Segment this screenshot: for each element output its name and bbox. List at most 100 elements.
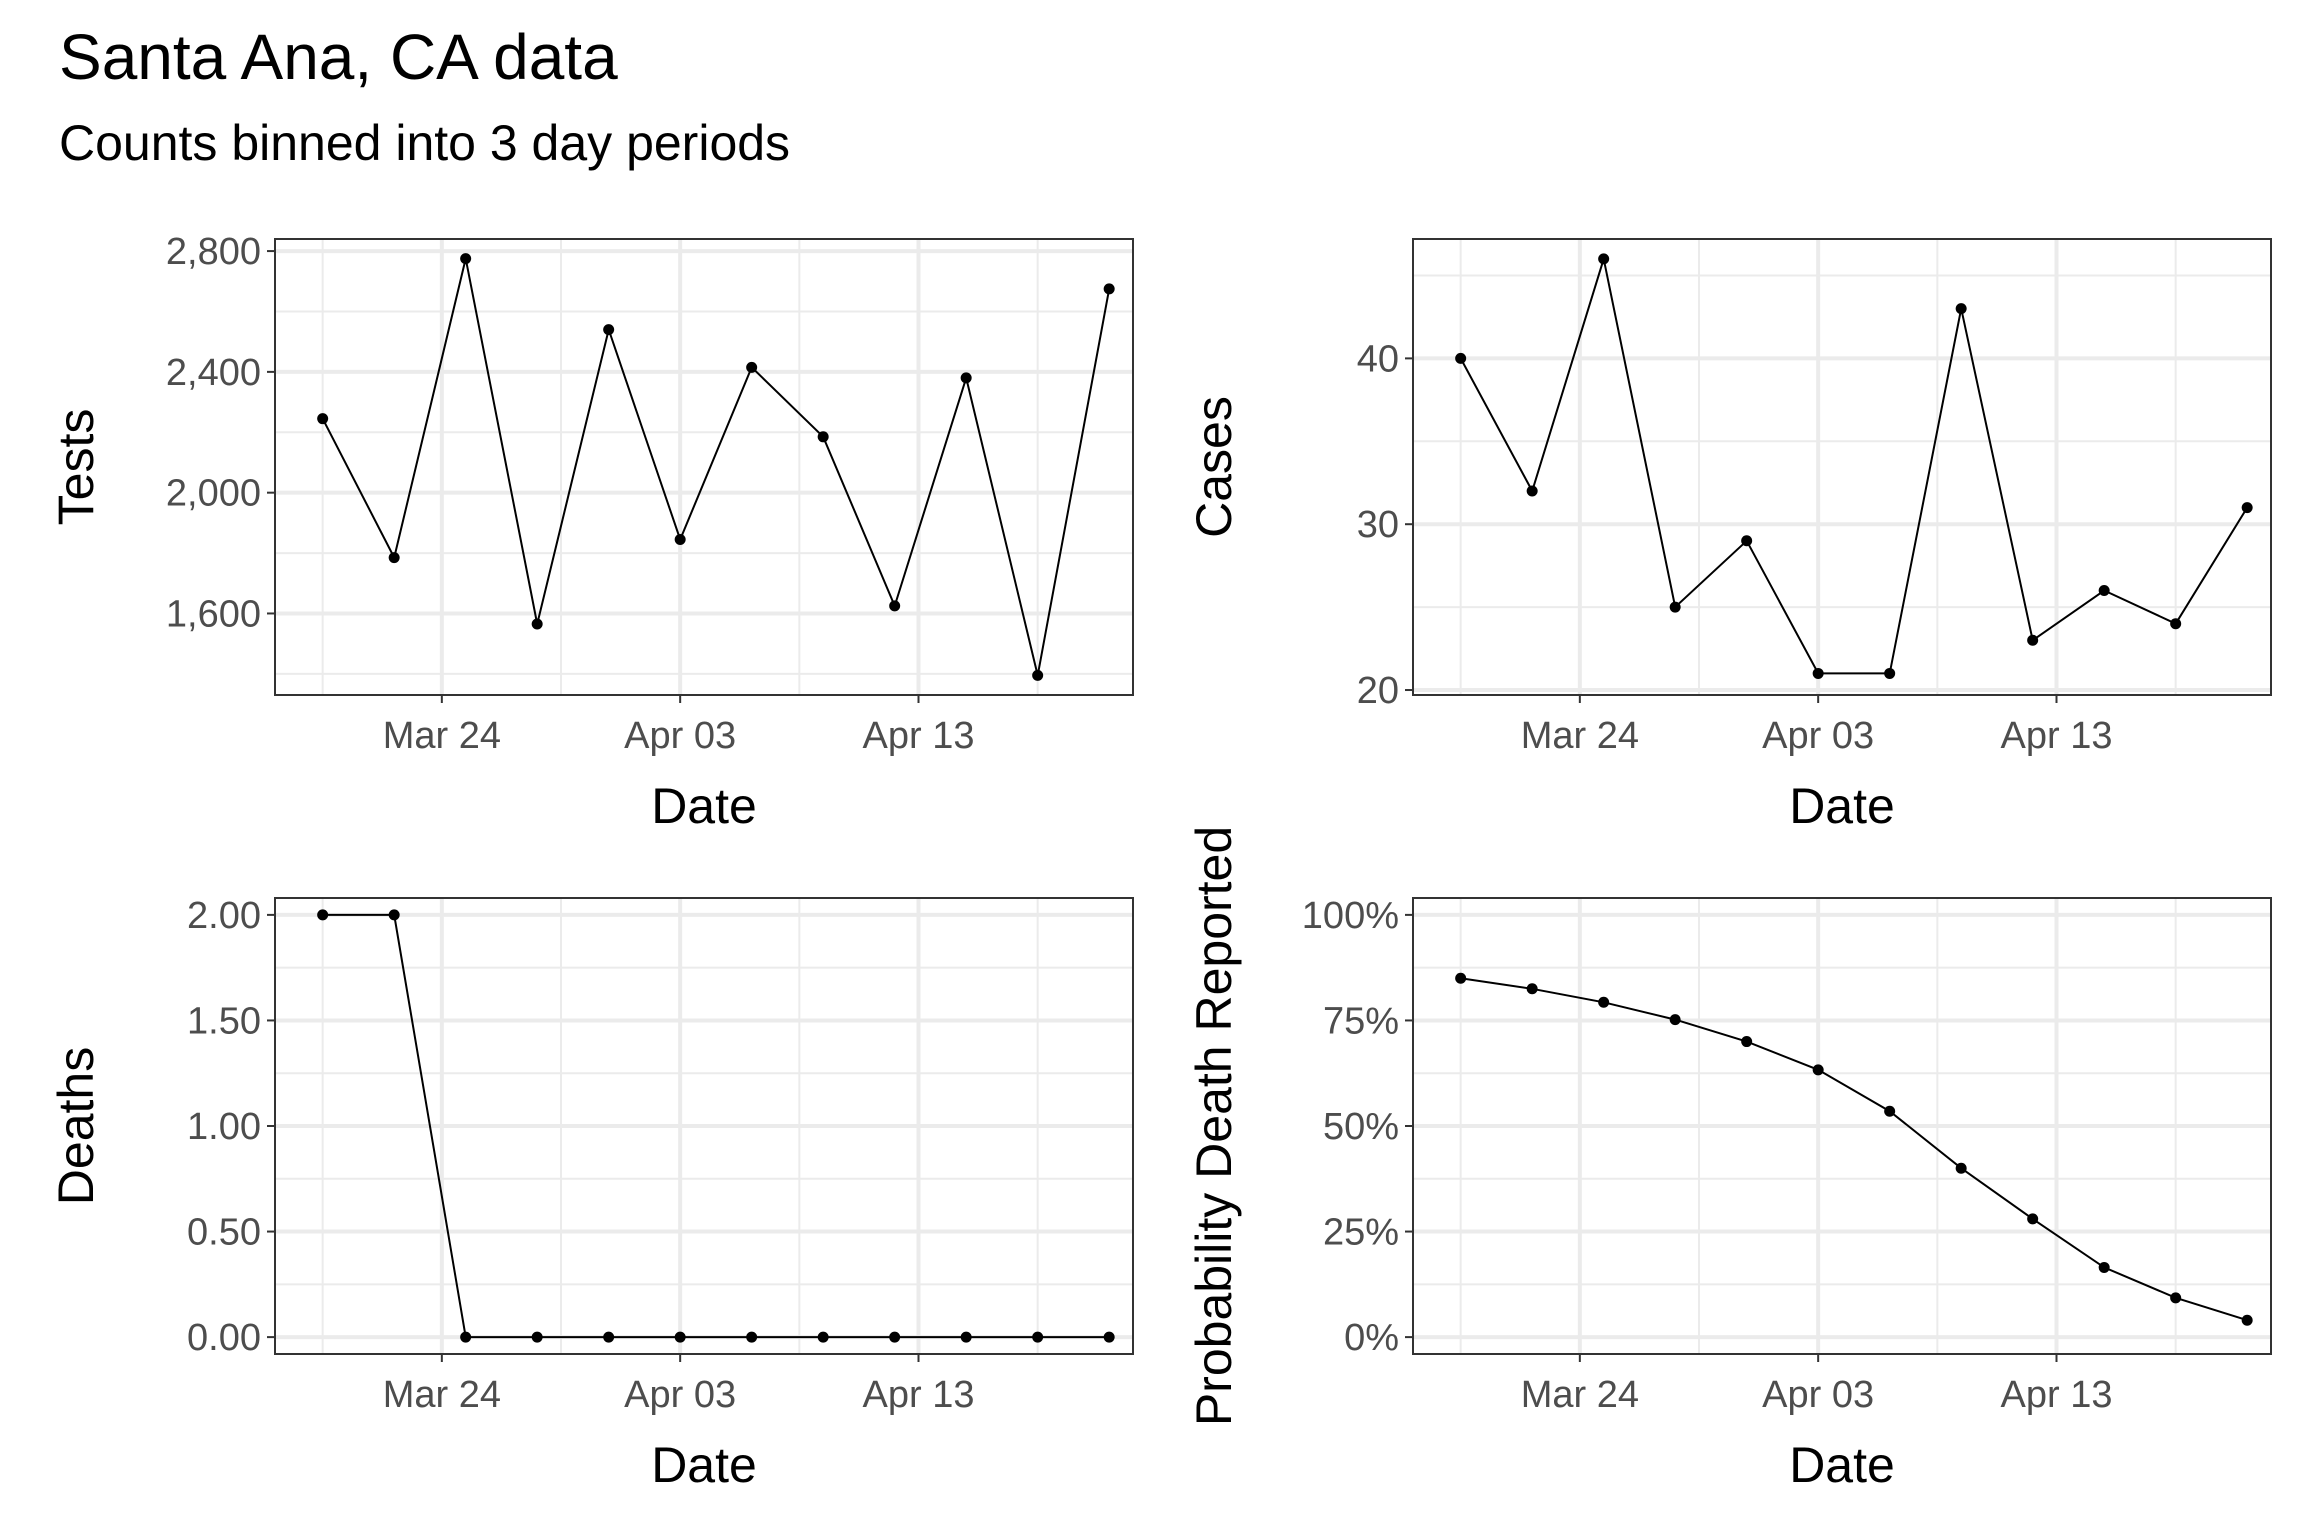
deaths-data-point <box>674 1331 686 1343</box>
probability-data-point <box>1669 1014 1681 1026</box>
tests-x-axis-title: Date <box>651 778 757 834</box>
probability-y-tick-label: 100% <box>1302 895 1399 937</box>
cases-data-point <box>1884 667 1896 679</box>
probability-y-tick-label: 25% <box>1323 1212 1399 1254</box>
cases-data-point <box>1526 485 1538 497</box>
probability-y-tick-label: 75% <box>1323 1000 1399 1042</box>
deaths-data-point <box>460 1331 472 1343</box>
page-title: Santa Ana, CA data <box>59 21 618 93</box>
panel-cases: 20 30 40 Mar 24 Apr 03 Apr 13 Date Cases <box>1186 238 2272 834</box>
cases-x-tick-label: Mar 24 <box>1521 715 1639 757</box>
deaths-y-tick-label: 0.50 <box>187 1212 261 1254</box>
cases-data-point <box>1669 601 1681 613</box>
page-subtitle: Counts binned into 3 day periods <box>59 115 791 171</box>
cases-panel-border <box>1412 238 2272 696</box>
cases-series-line <box>1459 258 2249 675</box>
probability-data-point <box>1598 996 1610 1008</box>
tests-x-tick-label: Mar 24 <box>383 715 501 757</box>
tests-y-tick-label: 2,800 <box>166 231 261 273</box>
cases-data-point <box>2170 618 2182 630</box>
cases-data-point <box>2098 585 2110 597</box>
tests-data-point <box>460 253 472 265</box>
deaths-data-point <box>746 1331 758 1343</box>
deaths-data-point <box>531 1331 543 1343</box>
tests-data-point <box>960 372 972 384</box>
tests-series-line <box>321 258 1111 676</box>
deaths-data-point <box>317 909 329 921</box>
deaths-y-axis-title: Deaths <box>48 1047 104 1205</box>
tests-data-point <box>531 618 543 630</box>
probability-series-line <box>1460 977 2248 1322</box>
tests-plot-background <box>275 239 1133 695</box>
cases-data-point <box>1455 352 1467 364</box>
probability-data-point <box>1455 972 1467 984</box>
probability-data-point <box>1955 1162 1967 1174</box>
probability-data-point <box>1526 983 1538 995</box>
tests-x-tick-label: Apr 13 <box>863 715 975 757</box>
cases-y-tick-label: 20 <box>1357 670 1399 712</box>
probability-data-point <box>1812 1064 1824 1076</box>
probability-data-point <box>2027 1213 2039 1225</box>
tests-data-point <box>674 533 686 545</box>
probability-x-axis-title: Date <box>1789 1437 1895 1493</box>
cases-data-point <box>2027 634 2039 646</box>
probability-x-tick-label: Apr 03 <box>1762 1374 1874 1416</box>
cases-y-tick-label: 30 <box>1357 504 1399 546</box>
tests-y-axis-title: Tests <box>48 409 104 526</box>
probability-y-tick-label: 0% <box>1344 1317 1399 1359</box>
deaths-x-tick-label: Apr 13 <box>863 1374 975 1416</box>
cases-plot-background <box>1413 239 2271 695</box>
cases-data-point <box>1598 253 1610 265</box>
probability-data-point <box>2241 1314 2253 1326</box>
deaths-y-tick-label: 2.00 <box>187 895 261 937</box>
tests-panel-border <box>274 238 1134 696</box>
deaths-x-axis-title: Date <box>651 1437 757 1493</box>
tests-data-point <box>1103 283 1115 295</box>
tests-x-tick-label: Apr 03 <box>624 715 736 757</box>
probability-x-tick-label: Apr 13 <box>2001 1374 2113 1416</box>
deaths-data-point <box>960 1331 972 1343</box>
deaths-x-tick-label: Mar 24 <box>383 1374 501 1416</box>
panel-deaths: 0.00 0.50 1.00 1.50 2.00 Mar 24 Apr 03 Apr 13 Da… <box>48 895 1134 1493</box>
panel-tests: 1,600 2,000 2,400 2,800 Mar 24 Apr 03 Apr 13 Da… <box>48 231 1134 834</box>
probability-data-point <box>1884 1105 1896 1117</box>
tests-data-point <box>388 552 400 564</box>
probability-data-point <box>2098 1261 2110 1273</box>
cases-data-point <box>1741 535 1753 547</box>
deaths-data-point <box>388 909 400 921</box>
deaths-y-tick-label: 1.50 <box>187 1000 261 1042</box>
tests-data-point <box>317 413 329 425</box>
probability-data-point <box>1741 1036 1753 1048</box>
tests-y-tick-label: 1,600 <box>166 593 261 635</box>
deaths-y-tick-label: 0.00 <box>187 1317 261 1359</box>
probability-y-tick-label: 50% <box>1323 1106 1399 1148</box>
cases-data-point <box>1812 667 1824 679</box>
deaths-data-point <box>889 1331 901 1343</box>
deaths-data-point <box>603 1331 615 1343</box>
tests-y-tick-label: 2,000 <box>166 473 261 515</box>
deaths-data-point <box>1032 1331 1044 1343</box>
deaths-x-tick-label: Apr 03 <box>624 1374 736 1416</box>
deaths-series-line <box>322 913 1110 1339</box>
cases-data-point <box>1955 303 1967 315</box>
deaths-data-point <box>817 1331 829 1343</box>
cases-data-point <box>2241 502 2253 514</box>
deaths-y-tick-label: 1.00 <box>187 1106 261 1148</box>
cases-x-axis-title: Date <box>1789 778 1895 834</box>
probability-y-axis-title: Probability Death Reported <box>1186 826 1242 1426</box>
probability-x-tick-label: Mar 24 <box>1521 1374 1639 1416</box>
tests-data-point <box>817 431 829 443</box>
cases-y-axis-title: Cases <box>1186 396 1242 538</box>
tests-data-point <box>603 324 615 336</box>
tests-data-point <box>1032 669 1044 681</box>
tests-data-point <box>889 600 901 612</box>
cases-y-tick-label: 40 <box>1357 338 1399 380</box>
panel-probability-death-reported: 0% 25% 50% 75% 100% Mar 24 Apr 03 Apr 13 Date Pro… <box>1186 826 2272 1493</box>
deaths-data-point <box>1103 1331 1115 1343</box>
tests-data-point <box>746 361 758 373</box>
tests-y-tick-label: 2,400 <box>166 352 261 394</box>
cases-x-tick-label: Apr 03 <box>1762 715 1874 757</box>
probability-data-point <box>2170 1292 2182 1304</box>
cases-x-tick-label: Apr 13 <box>2001 715 2113 757</box>
